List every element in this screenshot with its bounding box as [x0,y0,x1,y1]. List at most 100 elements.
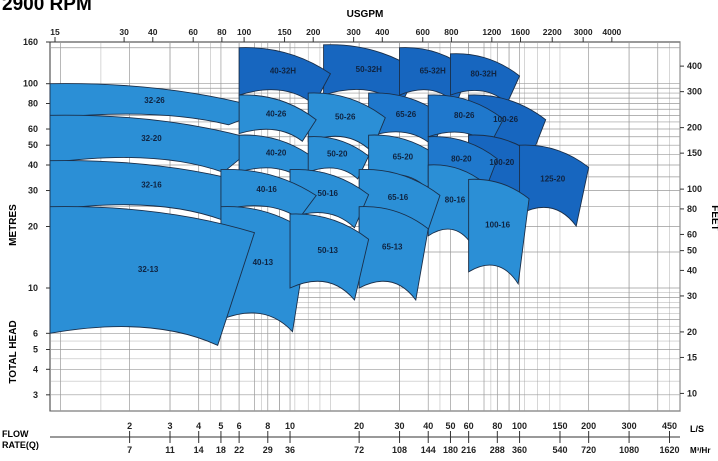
ls-unit-label: L/S [690,424,704,434]
usgpm-tick-3000: 3000 [574,27,593,37]
ls-tick-60: 60 [464,421,474,431]
region-label-65-13: 65-13 [382,242,403,251]
region-label-32-20: 32-20 [141,134,162,143]
flow-rate-label: RATE(Q) [2,440,39,450]
feet-tick-80: 80 [687,204,697,214]
feet-tick-300: 300 [687,87,702,97]
chart-title: 2900 RPM [2,0,92,15]
region-label-40-32H: 40-32H [270,66,296,75]
usgpm-tick-80: 80 [217,27,227,37]
ls-tick-10: 10 [285,421,295,431]
flow-label: FLOW [2,429,29,439]
metres-tick-80: 80 [28,99,38,109]
m3h-tick-14: 14 [194,445,204,455]
ls-tick-20: 20 [354,421,364,431]
feet-tick-200: 200 [687,123,702,133]
ls-tick-300: 300 [622,421,637,431]
metres-tick-4: 4 [33,364,38,374]
m3h-unit-label: M³/Hr [690,446,710,455]
feet-tick-60: 60 [687,229,697,239]
region-label-50-32H: 50-32H [356,65,382,74]
ls-tick-50: 50 [445,421,455,431]
m3h-tick-7: 7 [127,445,132,455]
metres-tick-6: 6 [33,328,38,338]
feet-tick-15: 15 [687,352,697,362]
region-label-50-20: 50-20 [327,149,348,158]
region-label-40-26: 40-26 [266,109,287,118]
usgpm-tick-4000: 4000 [602,27,621,37]
metres-tick-50: 50 [28,140,38,150]
metres-tick-20: 20 [28,222,38,232]
region-label-80-26: 80-26 [454,111,475,120]
region-label-125-20: 125-20 [540,175,565,184]
ls-tick-4: 4 [196,421,201,431]
metres-tick-100: 100 [23,79,38,89]
feet-tick-10: 10 [687,388,697,398]
metres-tick-60: 60 [28,124,38,134]
metres-tick-40: 40 [28,160,38,170]
ls-tick-100: 100 [512,421,527,431]
m3h-tick-36: 36 [285,445,295,455]
usgpm-tick-60: 60 [188,27,198,37]
region-label-32-16: 32-16 [141,180,162,189]
region-label-80-32H: 80-32H [471,69,497,78]
m3h-tick-11: 11 [165,445,175,455]
usgpm-tick-30: 30 [119,27,129,37]
ls-tick-5: 5 [218,421,223,431]
m3h-tick-18: 18 [216,445,226,455]
feet-tick-40: 40 [687,265,697,275]
m3h-tick-540: 540 [552,445,567,455]
metres-tick-160: 160 [23,37,38,47]
region-label-50-16: 50-16 [318,189,339,198]
metres-tick-10: 10 [28,283,38,293]
ls-tick-3: 3 [168,421,173,431]
m3h-tick-288: 288 [490,445,505,455]
region-label-32-13: 32-13 [138,265,159,274]
ls-tick-6: 6 [237,421,242,431]
usgpm-axis-label: USGPM [347,9,384,20]
region-label-80-16: 80-16 [445,195,466,204]
region-label-65-26: 65-26 [396,110,417,119]
m3h-tick-720: 720 [581,445,596,455]
ls-tick-40: 40 [423,421,433,431]
feet-tick-100: 100 [687,184,702,194]
ls-tick-2: 2 [127,421,132,431]
usgpm-tick-15: 15 [50,27,60,37]
usgpm-tick-150: 150 [277,27,291,37]
region-label-40-13: 40-13 [253,258,274,267]
m3h-tick-22: 22 [234,445,244,455]
m3h-tick-180: 180 [443,445,458,455]
usgpm-tick-400: 400 [375,27,389,37]
usgpm-tick-2200: 2200 [543,27,562,37]
region-label-40-16: 40-16 [256,185,277,194]
region-label-100-16: 100-16 [485,221,510,230]
region-label-40-20: 40-20 [266,149,287,158]
region-label-100-26: 100-26 [493,115,518,124]
m3h-tick-29: 29 [263,445,273,455]
feet-label: FEET [709,205,718,231]
region-label-50-26: 50-26 [335,112,356,121]
m3h-tick-216: 216 [461,445,476,455]
region-50-13 [289,213,370,301]
region-100-16 [468,178,530,286]
feet-tick-150: 150 [687,148,702,158]
usgpm-tick-100: 100 [237,27,251,37]
region-50-20 [307,136,370,180]
m3h-tick-1080: 1080 [619,445,639,455]
usgpm-tick-600: 600 [416,27,430,37]
metres-tick-5: 5 [33,345,38,355]
region-40-26 [238,94,317,142]
metres-label: METRES [8,204,19,246]
m3h-tick-108: 108 [392,445,407,455]
region-65-13 [358,206,429,302]
ls-tick-30: 30 [395,421,405,431]
region-label-65-32H: 65-32H [420,66,446,75]
region-label-80-20: 80-20 [451,154,472,163]
region-125-20 [519,144,590,228]
region-label-65-20: 65-20 [393,152,414,161]
feet-tick-50: 50 [687,246,697,256]
metres-tick-30: 30 [28,186,38,196]
feet-tick-20: 20 [687,327,697,337]
region-40-16 [220,168,317,220]
